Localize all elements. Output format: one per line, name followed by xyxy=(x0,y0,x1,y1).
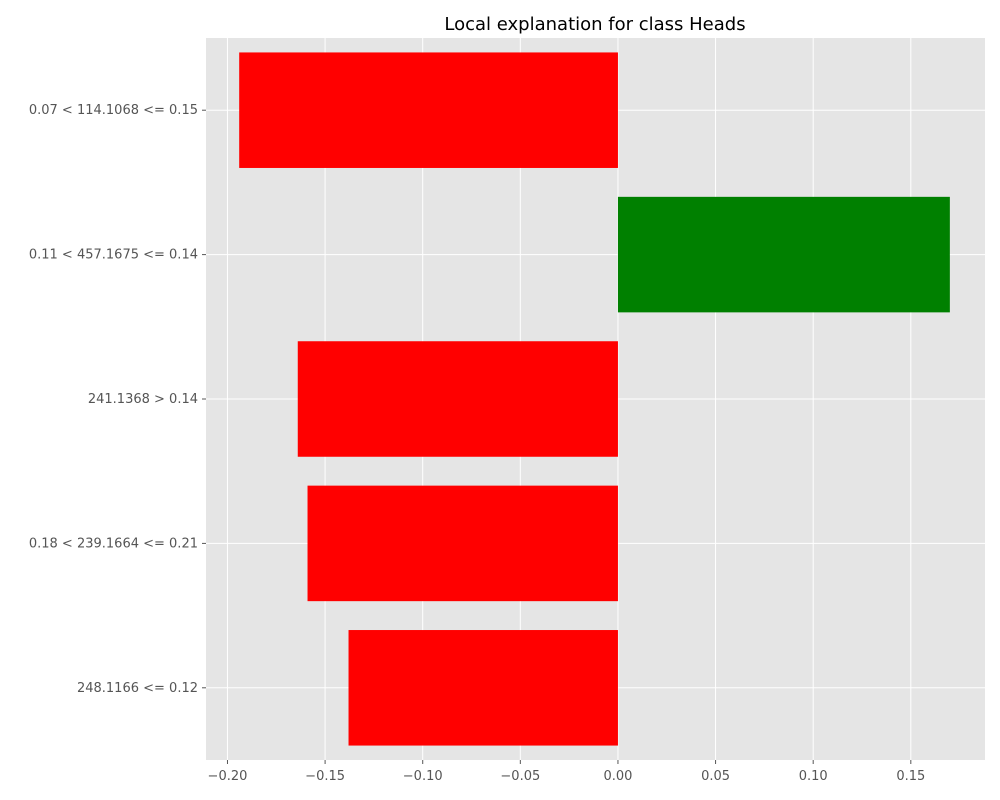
y-tick-label: 241.1368 > 0.14 xyxy=(88,392,198,407)
x-tick-label: 0.10 xyxy=(799,769,828,784)
x-tick-label: 0.05 xyxy=(701,769,730,784)
y-tick-label: 0.11 < 457.1675 <= 0.14 xyxy=(29,248,198,263)
y-tick-label: 0.18 < 239.1664 <= 0.21 xyxy=(29,536,198,551)
axis-layer: −0.20 −0.15 −0.10 −0.05 0.00 0.05 0.10 0.15 0.07… xyxy=(29,103,925,784)
y-tick-label: 248.1166 <= 0.12 xyxy=(77,681,198,696)
bar xyxy=(297,341,618,457)
chart-title: Local explanation for class Heads xyxy=(444,14,745,35)
x-tick-label: −0.10 xyxy=(403,769,443,784)
x-tick-label: −0.15 xyxy=(305,769,345,784)
x-tick-label: −0.20 xyxy=(208,769,248,784)
bar xyxy=(239,52,618,168)
bar-layer xyxy=(239,52,950,746)
bar xyxy=(348,630,618,746)
x-tick-label: −0.05 xyxy=(500,769,540,784)
bar xyxy=(617,196,950,313)
y-tick-label: 0.07 < 114.1068 <= 0.15 xyxy=(29,103,198,118)
x-tick-label: 0.15 xyxy=(896,769,925,784)
bar xyxy=(307,485,618,602)
x-tick-label: 0.00 xyxy=(603,769,632,784)
